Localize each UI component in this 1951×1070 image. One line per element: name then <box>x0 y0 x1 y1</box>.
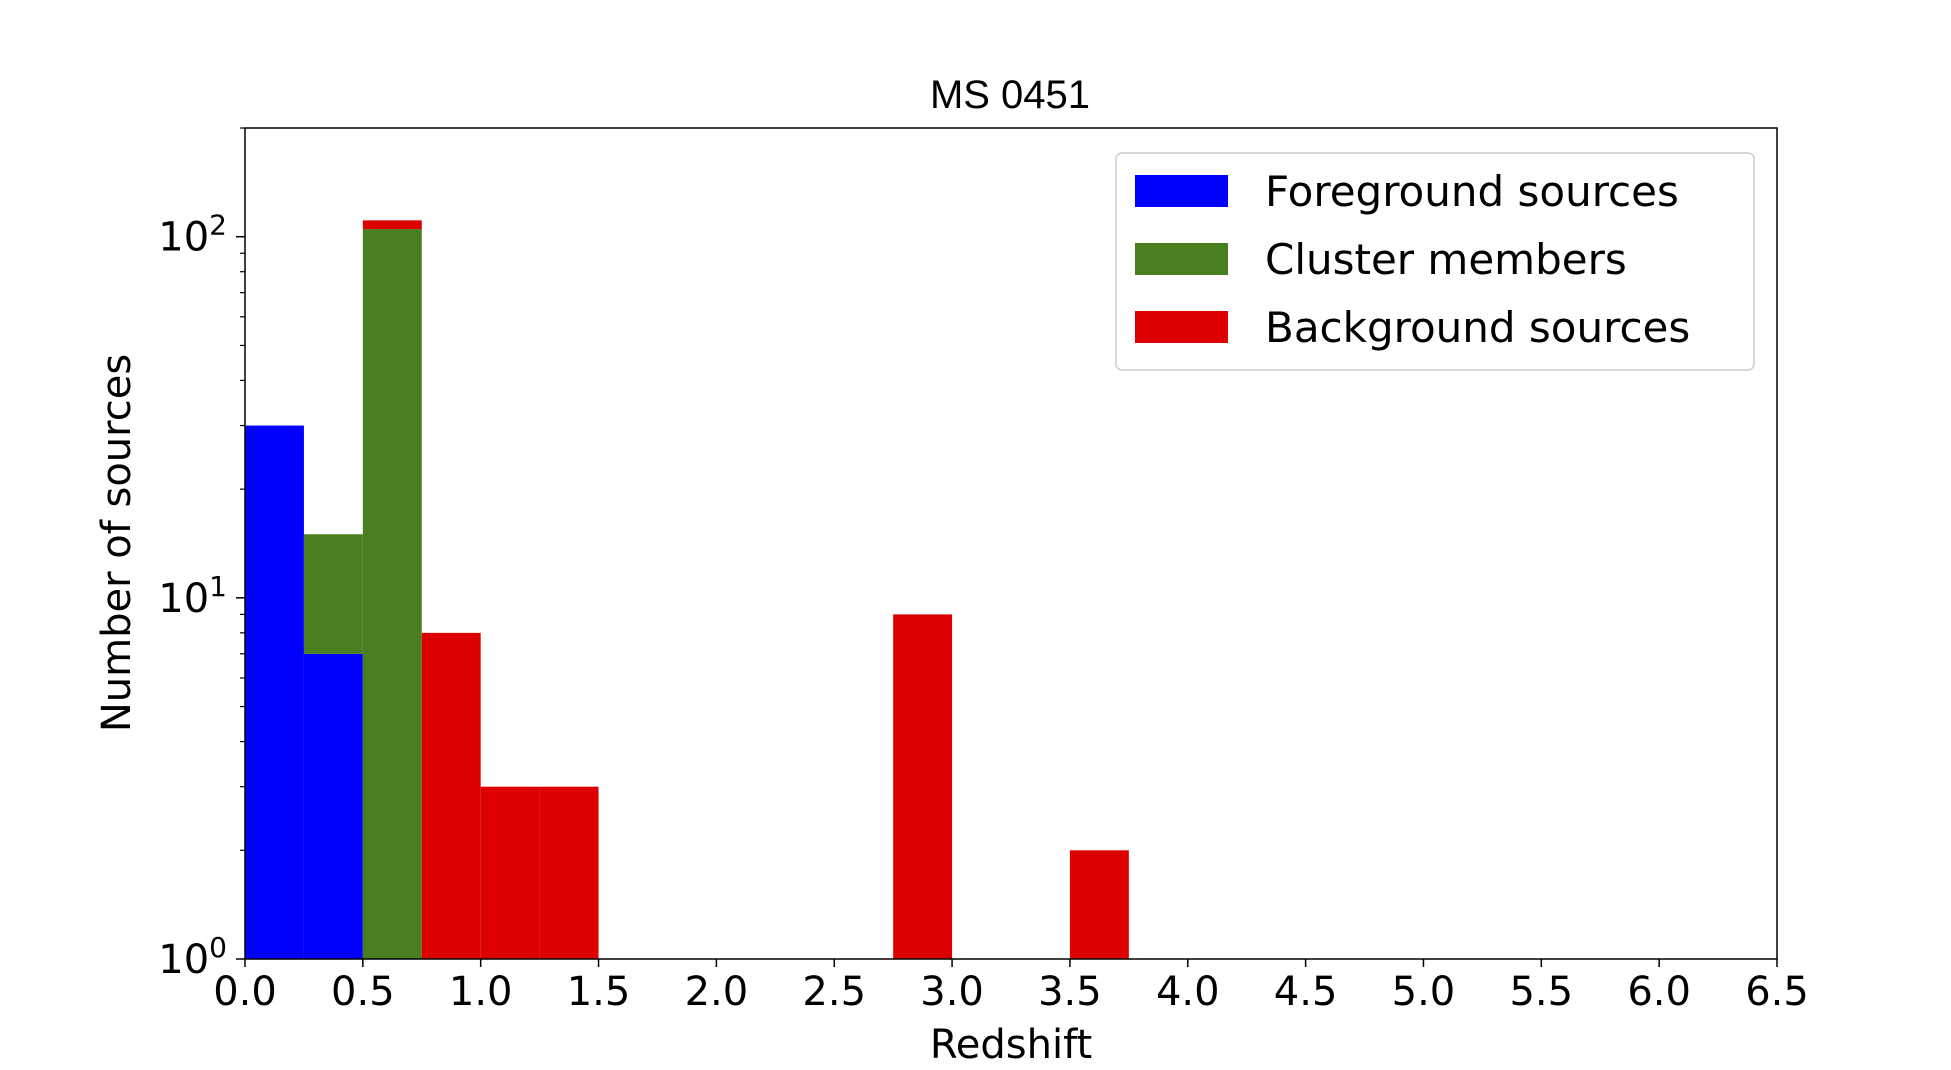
x-tick-label: 5.5 <box>1509 969 1573 1015</box>
legend: Foreground sources Cluster members Backgro… <box>1115 152 1755 371</box>
y-tick-label: 100 <box>158 931 227 983</box>
bar-background-sources-1 <box>421 632 481 959</box>
x-tick-label: 5.0 <box>1392 969 1456 1015</box>
x-tick-label: 2.5 <box>802 969 866 1015</box>
x-tick-label: 6.5 <box>1745 969 1809 1015</box>
bar-cluster-members-1 <box>362 229 422 960</box>
y-tick-label: 102 <box>158 209 227 261</box>
legend-swatch <box>1135 175 1228 207</box>
legend-label: Cluster members <box>1265 235 1627 284</box>
x-tick-label: 4.5 <box>1274 969 1338 1015</box>
x-axis-ticks: 0.0 0.5 1.0 1.5 2.0 2.5 3.0 3.5 4.0 4.5 5.0 5.5 6.0 6… <box>213 959 1809 1015</box>
x-tick-label: 1.5 <box>567 969 631 1015</box>
bar-background-sources-5 <box>1069 850 1129 959</box>
legend-label: Foreground sources <box>1265 167 1679 216</box>
x-tick-label: 3.0 <box>920 969 984 1015</box>
x-tick-label: 0.5 <box>331 969 395 1015</box>
bar-background-sources-3 <box>539 786 599 959</box>
x-axis-label: Redshift <box>930 1022 1092 1065</box>
legend-swatch <box>1135 311 1228 343</box>
plot-frame <box>244 127 1778 960</box>
x-tick-label: 1.0 <box>449 969 513 1015</box>
bar-background-sources-4 <box>893 614 953 959</box>
bar-foreground-sources-1 <box>303 653 363 959</box>
legend-frame <box>1115 152 1755 371</box>
bars-layer <box>245 220 1129 960</box>
y-axis-label: Number of sources <box>94 354 140 732</box>
bar-background-sources-0 <box>362 220 422 230</box>
bar-cluster-members-0 <box>303 534 363 654</box>
x-tick-label: 3.5 <box>1038 969 1102 1015</box>
y-tick-label: 101 <box>158 570 227 622</box>
x-tick-label: 6.0 <box>1627 969 1691 1015</box>
y-axis-ticks: 100 101 102 <box>158 127 245 983</box>
chart-title: MS 0451 <box>930 73 1090 117</box>
x-tick-label: 0.0 <box>213 969 277 1015</box>
bar-background-sources-2 <box>480 786 540 959</box>
legend-swatch <box>1135 243 1228 275</box>
x-tick-label: 2.0 <box>685 969 749 1015</box>
x-tick-label: 4.0 <box>1156 969 1220 1015</box>
legend-label: Background sources <box>1265 303 1690 352</box>
bar-foreground-sources-0 <box>245 425 304 959</box>
